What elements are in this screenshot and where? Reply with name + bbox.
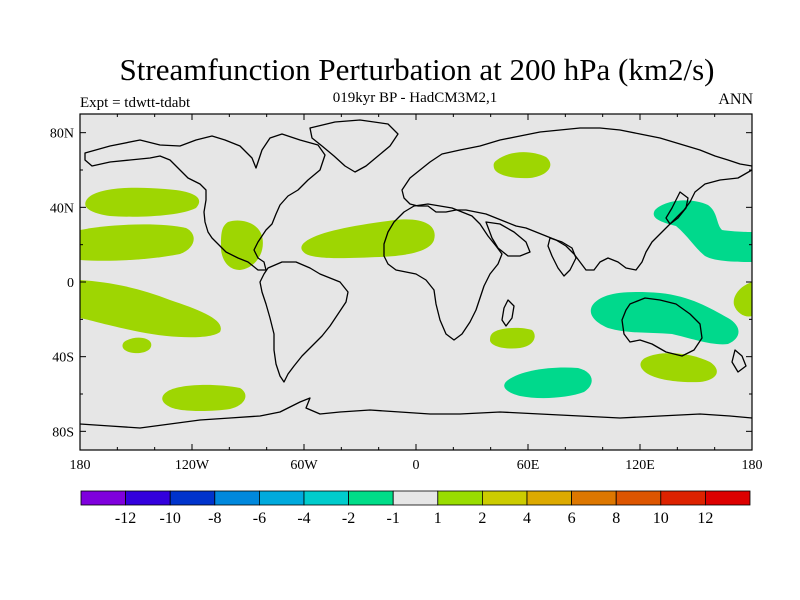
anomaly-region-tropical-east-pacific <box>80 224 194 261</box>
colorbar-swatch <box>615 490 662 506</box>
lon-label: 60W <box>290 458 318 473</box>
colorbar-swatch <box>169 490 216 506</box>
coastlines-layer <box>80 119 752 429</box>
lon-label: 60E <box>517 458 540 473</box>
colorbar-swatch <box>571 490 617 506</box>
colorbar-label: 10 <box>653 510 669 527</box>
lat-label: 40N <box>50 201 74 216</box>
colorbar-label: -8 <box>208 510 221 527</box>
lon-label: 180 <box>742 458 763 473</box>
coastline-greenland <box>309 119 399 173</box>
coastline-arabia <box>485 221 531 257</box>
coastline-africa <box>383 203 503 341</box>
coastline-japan <box>665 191 689 225</box>
colorbar-label: -12 <box>115 510 136 527</box>
coastline-south-america <box>259 261 349 383</box>
lat-label: 80N <box>50 127 74 142</box>
lon-label: 180 <box>70 458 91 473</box>
lon-label: 0 <box>413 458 420 473</box>
colorbar-label: 12 <box>697 510 713 527</box>
coastline-europe-asia <box>401 127 752 271</box>
anomaly-region-southwest-indian <box>490 327 535 349</box>
colorbar-swatch <box>214 490 260 506</box>
colorbar-swatch <box>437 490 483 506</box>
colorbar-label: 6 <box>568 510 576 527</box>
colorbar-label: 8 <box>612 510 620 527</box>
lon-label: 120W <box>175 458 210 473</box>
colorbar-swatch <box>80 490 126 506</box>
colorbar-label: -6 <box>253 510 266 527</box>
colorbar-swatch <box>392 490 439 506</box>
colorbar-swatch <box>348 490 394 506</box>
lat-label: 0 <box>67 276 74 291</box>
colorbar-label: 1 <box>434 510 442 527</box>
colorbar-swatch <box>303 490 349 506</box>
colorbar-swatch <box>526 490 572 506</box>
axis-ticks <box>79 114 753 450</box>
coastline-new-zealand <box>731 349 747 373</box>
anomaly-region-southeast-pacific <box>80 280 221 338</box>
anomaly-region-south-pacific-east-edge <box>733 282 752 317</box>
anomaly-region-southern-indian <box>504 367 592 399</box>
coastline-north-america <box>84 133 326 271</box>
anomaly-region-southern-ocean-pacific <box>162 384 246 412</box>
anomaly-region-southwest-pacific <box>640 353 717 383</box>
anomaly-region-scandinavia-russia <box>493 152 551 179</box>
colorbar-label: 4 <box>523 510 531 527</box>
longitude-labels: 180 120W 60W 0 60E 120E 180 <box>70 458 763 473</box>
colorbar-label: -10 <box>160 510 181 527</box>
colorbar-label: -4 <box>297 510 310 527</box>
colorbar <box>80 490 751 506</box>
anomaly-region-south-pacific-small <box>122 337 152 354</box>
plot-subtitle: 019kyr BP - HadCM3M2,1 <box>332 90 498 106</box>
anomaly-region-north-pacific-west <box>85 187 200 217</box>
colorbar-swatch <box>258 490 305 506</box>
colorbar-swatch <box>705 490 751 506</box>
lon-label: 120E <box>625 458 655 473</box>
colorbar-label: 2 <box>478 510 486 527</box>
colorbar-swatch <box>125 490 171 506</box>
colorbar-label: -2 <box>342 510 355 527</box>
positive-anomaly-layer <box>80 152 752 412</box>
coastline-india <box>547 237 577 277</box>
colorbar-label: -1 <box>387 510 400 527</box>
coastline-australia <box>621 297 703 357</box>
coastline-antarctica <box>80 397 752 429</box>
anomaly-region-tropical-atlantic <box>301 219 435 259</box>
lat-label: 40S <box>52 351 74 366</box>
colorbar-swatch <box>481 490 528 506</box>
season-label: ANN <box>718 91 753 108</box>
coastline-madagascar <box>501 299 515 327</box>
latitude-labels: 80N 40N 0 40S 80S <box>50 127 74 441</box>
lat-label: 80S <box>52 425 74 440</box>
colorbar-labels: -12 -10 -8 -6 -4 -2 -1 1 2 4 6 8 10 12 <box>115 510 713 527</box>
anomaly-region-central-america <box>220 220 263 270</box>
colorbar-swatch <box>660 490 706 506</box>
experiment-label: Expt = tdwtt-tdabt <box>80 95 191 111</box>
page-title: Streamfunction Perturbation at 200 hPa (… <box>119 52 715 87</box>
